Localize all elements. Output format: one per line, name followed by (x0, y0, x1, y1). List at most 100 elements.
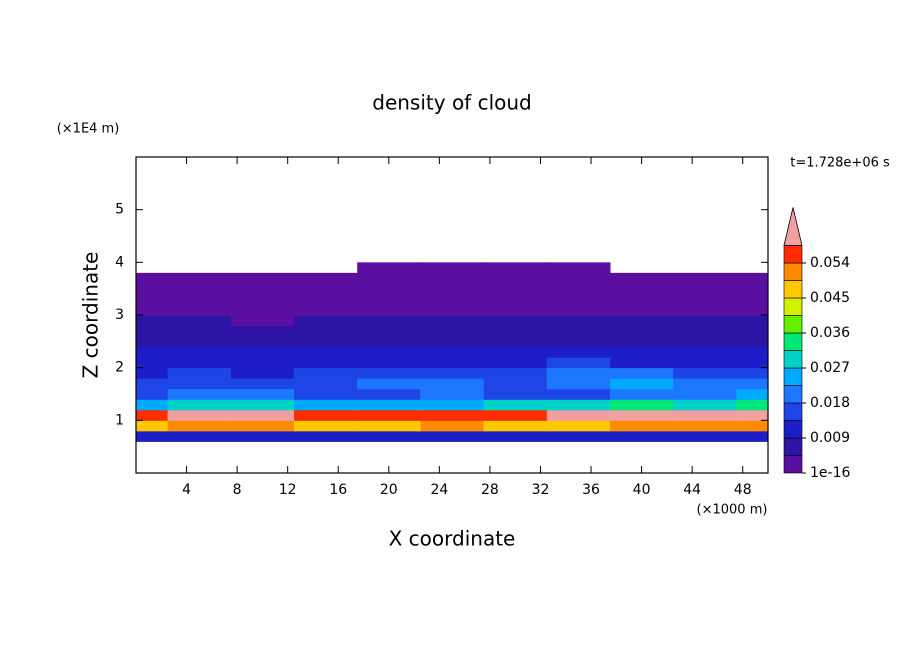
cell (231, 262, 295, 273)
cell (736, 420, 769, 432)
cell (420, 409, 485, 421)
cell (483, 357, 548, 369)
cell (736, 336, 769, 348)
colorbar-label: 0.009 (810, 430, 850, 446)
y-tick-label: 4 (115, 254, 124, 270)
cell (136, 283, 169, 295)
colorbar-box (783, 262, 803, 281)
cell (294, 315, 358, 327)
cell (610, 367, 674, 379)
cell (736, 367, 769, 379)
cell (230, 283, 295, 295)
cell (546, 346, 611, 358)
cell (610, 388, 674, 400)
cell (673, 430, 737, 442)
cell (136, 325, 169, 337)
cell (230, 272, 295, 284)
cell (167, 388, 232, 400)
cell (167, 315, 232, 327)
cell (136, 388, 169, 400)
cell (294, 325, 358, 337)
cell (610, 325, 674, 337)
cell (483, 346, 548, 358)
chart-title: density of cloud (372, 91, 531, 115)
cell (420, 357, 485, 369)
cell (167, 346, 232, 358)
cell (294, 304, 358, 316)
cell (420, 315, 485, 327)
cell (136, 336, 169, 348)
cell (357, 378, 421, 390)
cell (357, 346, 421, 358)
x-tick-label: 4 (182, 482, 191, 498)
cell (294, 388, 358, 400)
cell (610, 357, 674, 369)
cell (230, 315, 295, 327)
x-tick-label: 48 (734, 482, 752, 498)
x-unit: (×1000 m) (697, 503, 768, 518)
cell (673, 367, 737, 379)
cell (167, 367, 232, 379)
cell (136, 430, 169, 442)
cell (136, 420, 169, 432)
cell (546, 262, 611, 274)
y-tick-label: 2 (115, 360, 124, 376)
cell (610, 378, 674, 390)
cell (167, 378, 232, 390)
cell (357, 293, 421, 305)
cell (294, 357, 358, 369)
cell (610, 315, 674, 327)
x-tick-label: 16 (329, 482, 347, 498)
cell (136, 304, 169, 316)
cell (546, 420, 611, 432)
cell (546, 283, 611, 295)
cell (483, 283, 548, 295)
cell (294, 272, 358, 284)
cell (736, 357, 769, 369)
cell (673, 420, 737, 432)
cell (230, 378, 295, 390)
cell (736, 262, 768, 273)
cell (673, 357, 737, 369)
cell (610, 346, 674, 358)
cell (357, 283, 421, 295)
cell (610, 293, 674, 305)
cell (168, 262, 232, 273)
cell (230, 346, 295, 358)
cell (357, 430, 421, 442)
x-tick-label: 20 (380, 482, 398, 498)
colorbar-box (783, 402, 803, 421)
y-axis-title: Z coordinate (79, 252, 103, 379)
cell (136, 378, 169, 390)
cell (230, 409, 295, 421)
cell (294, 262, 358, 273)
cell (673, 378, 737, 390)
cell (673, 346, 737, 358)
cell (420, 293, 485, 305)
cell (230, 304, 295, 316)
cell (420, 262, 485, 274)
x-tick-label: 40 (633, 482, 651, 498)
cell (294, 283, 358, 295)
cell (483, 262, 548, 274)
cell (673, 399, 737, 411)
cell (167, 325, 232, 337)
cell (230, 430, 295, 442)
cell (167, 357, 232, 369)
x-tick-label: 12 (279, 482, 297, 498)
cell (736, 272, 769, 284)
colorbar-label: 0.054 (810, 255, 850, 271)
cell (136, 399, 169, 411)
cell (420, 336, 485, 348)
cell (136, 409, 169, 421)
cell (673, 315, 737, 327)
cell (357, 304, 421, 316)
cell (167, 399, 232, 411)
cell (673, 283, 737, 295)
cell (483, 367, 548, 379)
cell (167, 430, 232, 442)
colorbar-box (783, 350, 803, 369)
cell (420, 378, 485, 390)
colorbar-label: 1e-16 (810, 465, 850, 481)
x-tick-label: 36 (582, 482, 600, 498)
